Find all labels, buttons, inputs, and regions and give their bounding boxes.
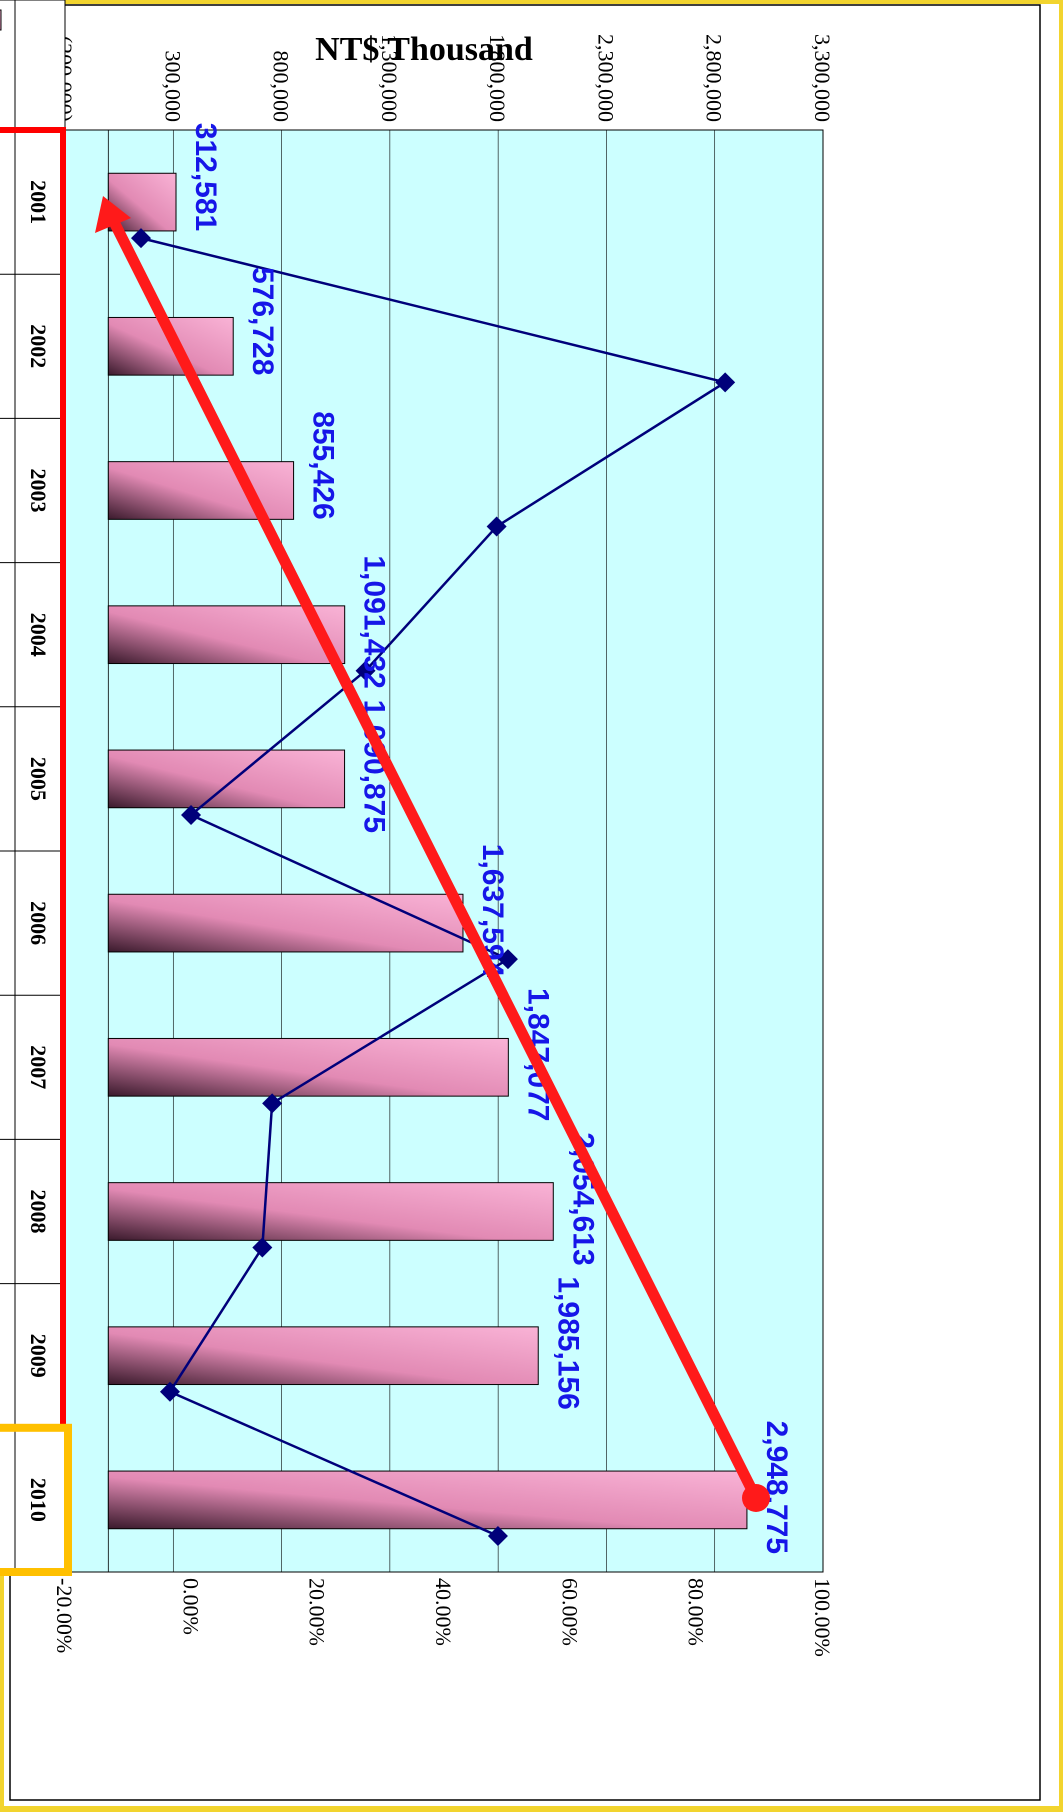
table-total-2008: 2,054,613	[0, 1168, 1, 1256]
bar-2009	[107, 1326, 539, 1386]
yoy-point-2003	[486, 516, 507, 537]
bars-group	[107, 172, 748, 1530]
bar-data-label: 576,728	[246, 267, 279, 375]
yoy-point-2001	[130, 228, 151, 249]
secondary-tick-label: 80.00%	[684, 1578, 709, 1646]
secondary-tick-label: 40.00%	[431, 1578, 456, 1646]
primary-tick-label: 800,000	[269, 51, 294, 123]
table-total-2003: 855,466	[0, 455, 1, 527]
yoy-point-2010	[487, 1525, 508, 1546]
table-year-2005: 2005	[26, 757, 51, 801]
secondary-tick-label: 60.00%	[557, 1578, 582, 1646]
table-total-2004: 1,091,432	[0, 591, 1, 679]
table-year-2009: 2009	[26, 1334, 51, 1378]
bar-2006	[107, 893, 464, 953]
table-total-2010: 2,948,775	[0, 1456, 1, 1544]
table-highlight-red	[0, 127, 66, 1431]
bar-data-label: 1,091,432	[358, 555, 391, 688]
primary-tick-label: 300,000	[160, 51, 185, 123]
bar-2008	[107, 1182, 554, 1241]
secondary-tick-label: 0.00%	[178, 1578, 203, 1635]
primary-tick-label: 3,300,000	[810, 34, 835, 122]
secondary-tick-label: 100.00%	[810, 1578, 835, 1657]
table-year-2007: 2007	[26, 1045, 51, 1089]
bar-data-label: 855,426	[307, 411, 340, 519]
table-year-2010: 2010	[26, 1478, 51, 1522]
table-year-2001: 2001	[26, 180, 51, 224]
yoy-point-2009	[159, 1381, 180, 1402]
table-year-2004: 2004	[26, 613, 51, 657]
bar-2007	[107, 1037, 509, 1097]
yoy-point-2004	[355, 660, 376, 681]
yoy-line	[140, 236, 729, 1538]
secondary-tick-label: -20.00%	[52, 1578, 77, 1653]
table-total-2005: 1,090,875	[0, 735, 1, 823]
yoy-point-2005	[181, 804, 202, 825]
bar-2003	[107, 461, 295, 520]
bar-data-label: 1,985,156	[551, 1276, 584, 1409]
yoy-point-2006	[497, 949, 518, 970]
bar-data-label: 2,948,775	[760, 1421, 793, 1554]
legend-total-swatch	[0, 9, 2, 31]
primary-tick-label: 2,300,000	[593, 34, 618, 122]
bar-data-label: 312,581	[189, 123, 222, 231]
table-total-2007: 1,847,077	[0, 1023, 1, 1111]
yoy-line-group	[130, 228, 736, 1546]
table-total-2006: 1,637,594	[0, 879, 1, 967]
secondary-tick-label: 20.00%	[305, 1578, 330, 1646]
table-total-2001: 312,581	[0, 166, 1, 238]
table-total-2009: 1,985,156	[0, 1312, 1, 1400]
table-total-2002: 576,728	[0, 311, 1, 383]
bar-2010	[107, 1470, 748, 1530]
yoy-point-2007	[262, 1093, 283, 1114]
primary-tick-label: 1,300,000	[377, 34, 402, 122]
y-axis-title: NT$ Thousand	[315, 31, 533, 68]
primary-tick-label: 1,800,000	[485, 34, 510, 122]
bar-2004	[107, 605, 346, 665]
yoy-point-2008	[252, 1237, 273, 1258]
trend-arrow-head	[95, 196, 131, 233]
legend-total-label: Total	[0, 36, 1, 84]
table-year-2006: 2006	[26, 901, 51, 945]
table-year-2008: 2008	[26, 1190, 51, 1234]
table-highlight-2010	[0, 1423, 72, 1577]
secondary-axis-ticks: -20.00% 0.00% 20.00% 40.00% 60.00% 80.00% 100.…	[52, 1578, 835, 1657]
primary-tick-label: 2,800,000	[702, 34, 727, 122]
table-year-2003: 2003	[26, 469, 51, 513]
bar-2005	[107, 749, 346, 809]
data-table: 2001312,581-7.97%2002576,72884.51%200385…	[0, 0, 72, 1577]
trend-arrow-start	[742, 1484, 770, 1512]
trend-arrow-line	[102, 204, 762, 1504]
yoy-point-2002	[715, 372, 736, 393]
table-year-2002: 2002	[26, 324, 51, 368]
